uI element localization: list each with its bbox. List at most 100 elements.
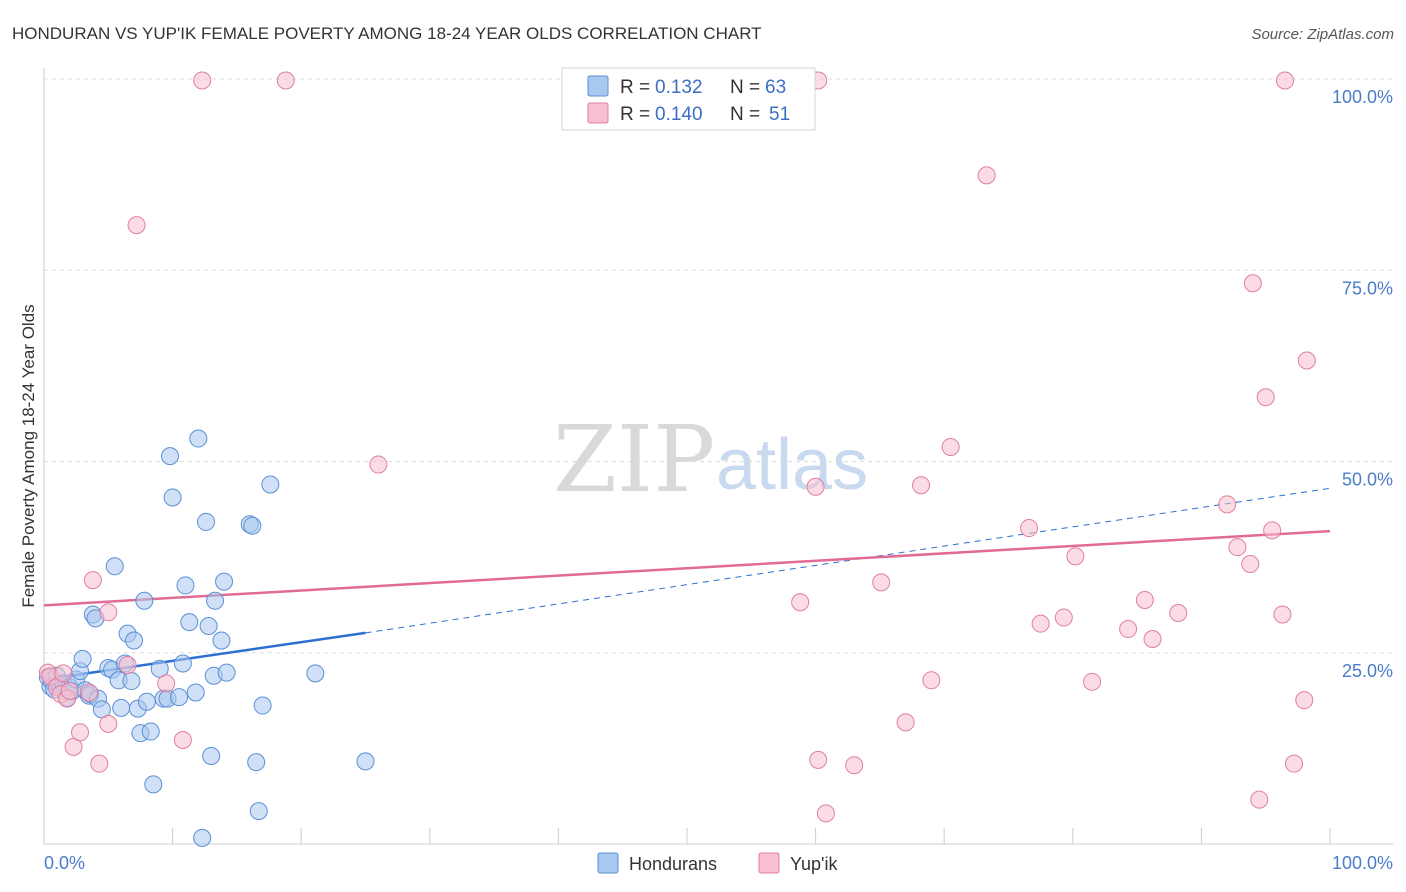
point-hondurans-57 [247,753,266,772]
point-hondurans-49 [202,747,221,766]
point-yupik-19 [276,71,295,90]
point-hondurans-56 [243,516,262,535]
point-hondurans-60 [261,475,280,494]
point-yupik-35 [1066,547,1085,566]
point-yupik-10 [83,571,102,590]
legend-n-value-yupik: 51 [769,104,790,125]
point-hondurans-58 [249,802,268,821]
watermark-atlas: atlas [716,425,868,505]
point-yupik-26 [872,573,891,592]
point-hondurans-48 [199,616,218,635]
data-points [38,71,1316,847]
point-yupik-23 [809,750,828,769]
point-yupik-38 [1135,590,1154,609]
point-yupik-15 [127,216,146,235]
point-yupik-12 [99,603,118,622]
y-tick-label-0: 25.0% [1342,661,1393,681]
point-hondurans-41 [173,654,192,673]
bottom-legend-label-hondurans: Hondurans [629,854,717,874]
point-hondurans-24 [112,698,131,717]
point-yupik-16 [157,674,176,693]
point-hondurans-46 [193,828,212,847]
source-label: Source: ZipAtlas.com [1251,26,1394,43]
point-hondurans-28 [125,631,144,650]
bottom-legend: Hondurans Yup'ik [597,852,838,874]
point-yupik-44 [1243,274,1262,293]
y-tick-labels: 25.0% 50.0% 75.0% 100.0% [1332,87,1393,681]
point-yupik-52 [1297,351,1316,370]
point-yupik-13 [99,714,118,733]
point-yupik-32 [1020,519,1039,538]
point-hondurans-54 [217,663,236,682]
point-yupik-29 [922,671,941,690]
point-hondurans-43 [180,613,199,632]
point-yupik-47 [1263,521,1282,540]
point-yupik-39 [1143,629,1162,648]
point-yupik-14 [118,655,137,674]
point-yupik-18 [193,71,212,90]
legend-n-value-hondurans: 63 [765,77,786,98]
point-hondurans-61 [306,664,325,683]
point-hondurans-27 [122,672,141,691]
point-hondurans-53 [215,572,234,591]
point-hondurans-44 [186,683,205,702]
legend-n-label-yupik: N = [730,104,760,125]
point-yupik-11 [90,754,109,773]
point-yupik-31 [977,166,996,185]
point-yupik-22 [806,477,825,496]
point-yupik-45 [1250,790,1269,809]
point-yupik-36 [1083,672,1102,691]
point-hondurans-51 [206,591,225,610]
point-yupik-50 [1284,754,1303,773]
point-hondurans-42 [176,576,195,595]
point-yupik-42 [1228,538,1247,557]
point-hondurans-38 [161,447,180,466]
point-yupik-34 [1054,608,1073,627]
trend-lines [43,487,1331,681]
point-yupik-28 [912,476,931,495]
legend-swatch-hondurans [587,75,609,97]
point-yupik-21 [791,593,810,612]
point-yupik-17 [173,730,192,749]
point-hondurans-40 [170,688,189,707]
chart-title: HONDURAN VS YUP'IK FEMALE POVERTY AMONG … [12,24,762,43]
point-yupik-9 [80,683,99,702]
legend-r-value-yupik: 0.140 [655,104,703,125]
point-yupik-25 [845,756,864,775]
point-yupik-20 [369,455,388,474]
watermark: ZIP atlas [553,406,868,513]
point-hondurans-33 [141,722,160,741]
point-yupik-46 [1256,388,1275,407]
point-hondurans-12 [73,649,92,668]
point-yupik-51 [1295,691,1314,710]
bottom-legend-swatch-hondurans [597,852,619,874]
y-axis-label: Female Poverty Among 18-24 Year Olds [19,304,38,607]
legend-n-label-hondurans: N = [730,77,760,98]
watermark-zip: ZIP [553,406,715,513]
point-yupik-33 [1031,614,1050,633]
legend: R = 0.132 N = 63 R = 0.140 N = 51 [561,67,816,131]
trend-line-hondurans-extension [365,487,1331,634]
point-yupik-8 [71,723,90,742]
point-yupik-37 [1119,620,1138,639]
legend-r-label-yupik: R = [620,104,650,125]
bottom-legend-label-yupik: Yup'ik [790,854,838,874]
trend-line-hondurans [43,631,366,681]
point-hondurans-34 [144,775,163,794]
point-hondurans-62 [356,752,375,771]
point-yupik-40 [1169,603,1188,622]
point-yupik-41 [1218,495,1237,514]
trend-line-yupik [43,529,1331,607]
bottom-legend-swatch-yupik [758,852,780,874]
point-yupik-6 [60,682,79,700]
x-tick-label-max: 100.0% [1332,853,1393,873]
y-tick-label-3: 100.0% [1332,87,1393,107]
point-hondurans-39 [163,488,182,507]
y-tick-label-2: 75.0% [1342,278,1393,298]
point-yupik-27 [896,713,915,732]
point-hondurans-47 [197,512,216,531]
point-yupik-48 [1273,605,1292,624]
legend-r-label-hondurans: R = [620,77,650,98]
point-yupik-49 [1275,71,1294,90]
